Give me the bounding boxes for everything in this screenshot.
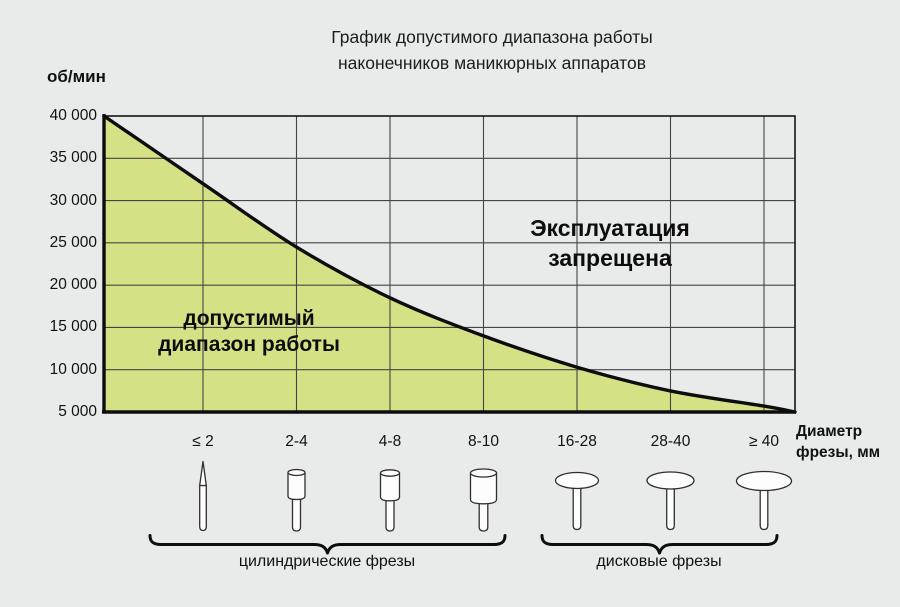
y-tick-label: 20 000	[49, 276, 97, 294]
large-disc-bur-icon	[735, 470, 793, 531]
small-cylinder-bur-icon	[287, 468, 306, 532]
x-axis-label-line1: Диаметр	[796, 423, 863, 440]
chart-title-line2: наконечников маникюрных аппаратов	[337, 53, 647, 73]
grid-lines	[104, 116, 795, 412]
chart-title-line1: График допустимого диапазона работы	[331, 27, 653, 47]
cylindrical-group-brace	[148, 534, 507, 555]
x-axis-label: Диаметр фрезы, мм	[796, 421, 900, 463]
x-axis-label-line2: фрезы, мм	[796, 444, 881, 461]
disc-group-label: дисковые фрезы	[596, 553, 722, 570]
forbidden-region-label-line2: запрещена	[548, 245, 672, 271]
y-tick-label: 5 000	[58, 403, 97, 420]
cylindrical-group-label: цилиндрические фрезы	[238, 553, 416, 570]
x-tick-label: ≥ 40	[748, 433, 780, 450]
chart-title: График допустимого диапазона работы нако…	[242, 24, 742, 76]
y-tick-label: 10 000	[49, 360, 97, 378]
x-tick-label: 4-8	[378, 433, 402, 450]
y-tick-label: 30 000	[49, 191, 97, 209]
x-tick-label: 16-28	[557, 433, 597, 450]
y-axis-unit-label: об/мин	[47, 67, 106, 86]
max-rpm-curve	[102, 114, 797, 414]
y-tick-label: 25 000	[49, 233, 97, 251]
bur-icons	[199, 460, 793, 532]
medium-cylinder-bur-icon	[379, 469, 401, 532]
y-tick-label: 35 000	[49, 149, 97, 167]
allowed-region-label-line2: диапазон работы	[158, 333, 340, 356]
x-tick-label: 8-10	[467, 433, 500, 450]
medium-disc-bur-icon	[646, 471, 695, 531]
x-tick-label: 2-4	[285, 433, 308, 450]
forbidden-region-label: Эксплуатация запрещена	[460, 213, 760, 273]
disc-group-brace	[540, 534, 779, 555]
x-tick-label: ≤ 2	[192, 433, 214, 450]
x-tick-label: 28-40	[650, 433, 691, 450]
needle-bur-icon	[199, 460, 207, 532]
forbidden-region-label-line1: Эксплуатация	[530, 215, 690, 241]
small-disc-bur-icon	[554, 471, 600, 531]
allowed-region-label: допустимый диапазон работы	[124, 306, 374, 358]
y-tick-label: 40 000	[49, 107, 97, 124]
allowed-region-fill	[104, 116, 795, 412]
y-tick-label: 15 000	[49, 318, 97, 336]
large-cylinder-bur-icon	[469, 468, 498, 532]
allowed-region-label-line1: допустимый	[183, 307, 315, 330]
